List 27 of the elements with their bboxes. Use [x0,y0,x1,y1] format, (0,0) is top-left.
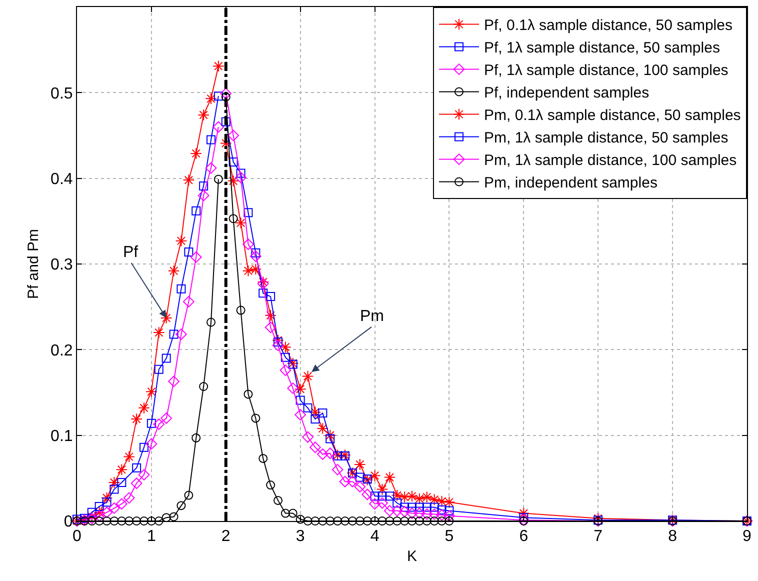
legend-label: Pf, 1λ sample distance, 50 samples [484,40,720,57]
y-tick-label: 0.3 [50,256,73,274]
y-tick-label: 0.1 [50,428,73,445]
y-tick-label: 0.5 [50,85,73,102]
y-tick-label: 0.2 [50,342,73,360]
legend-label: Pf, 1λ sample distance, 100 samples [484,62,728,80]
legend-label: Pm, independent samples [484,174,658,192]
x-axis-title: K [406,548,418,566]
legend-label: Pm, 0.1λ sample distance, 50 samples [484,107,741,124]
y-tick-label: 0.4 [50,170,73,188]
y-axis-title: Pf and Pm [24,228,42,300]
legend-label: Pm, 1λ sample distance, 100 samples [484,152,737,170]
x-tick-label: 3 [296,528,305,546]
x-tick-label: 7 [594,528,603,546]
annotation: Pf [123,244,139,261]
x-tick-label: 2 [221,528,230,546]
x-tick-label: 6 [519,528,528,546]
x-tick-label: 8 [668,528,678,546]
legend-label: Pm, 1λ sample distance, 50 samples [484,130,728,147]
x-tick-label: 4 [370,528,380,546]
legend-label: Pf, independent samples [484,84,650,102]
legend-label: Pf, 0.1λ sample distance, 50 samples [484,17,732,34]
x-tick-label: 1 [146,528,156,546]
x-tick-label: 5 [444,528,454,546]
annotation: Pm [360,308,384,325]
y-tick-label: 0 [64,514,73,531]
x-tick-label: 9 [742,528,752,546]
